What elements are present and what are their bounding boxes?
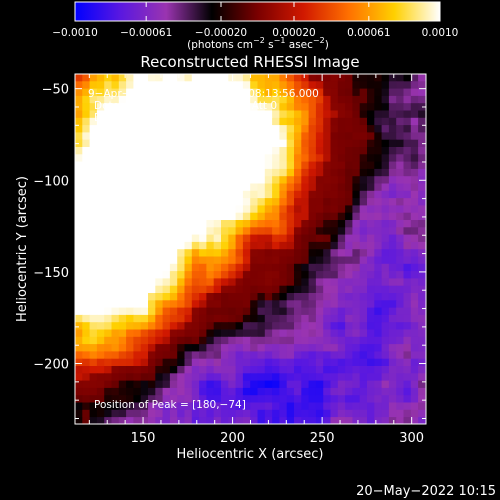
detectors-annotation: Detectors: 3F 5F 6F 7F 8F 9F, Att 0 (94, 100, 277, 112)
x-tick-label: 200 (220, 431, 245, 446)
image-annotations: 9−Apr−2015 08:10:40.000 to 08:13:56.000 … (88, 88, 319, 411)
y-tick-label: −150 (33, 266, 69, 281)
clean-counts-annotation: Clean Total counts: 2.96e+03 (94, 124, 249, 136)
axis-ticks: 150 200 250 300 −200 −150 −100 −50 (33, 74, 426, 446)
colorbar-tick-label: 0.0010 (422, 27, 459, 39)
colorbar-tick-label: −0.00020 (195, 27, 247, 39)
y-tick-label: −200 (33, 358, 69, 373)
y-axis-label: Heliocentric Y (arcsec) (15, 176, 30, 322)
y-tick-label: −50 (42, 83, 69, 98)
y-tick-label: −100 (33, 174, 69, 189)
footer-date: 20−May−2022 10:15 (356, 484, 496, 499)
colorbar: −0.0010 −0.00061 −0.00020 0.00020 0.00061 0.0… (52, 1, 459, 51)
energy-range-annotation: Energy Range: 12.0 − 25.0 keV (94, 112, 260, 124)
colorbar-frame (74, 1, 441, 22)
time-range-annotation: 9−Apr−2015 08:10:40.000 to 08:13:56.000 (88, 88, 319, 100)
peak-position-annotation: Position of Peak = [180,−74] (94, 399, 246, 411)
colorbar-unit-label: (photons cm−2 s−1 asec−2) (187, 36, 329, 51)
chart-title: Reconstructed RHESSI Image (140, 53, 359, 71)
x-axis-label: Heliocentric X (arcsec) (177, 447, 324, 462)
colorbar-gradient (75, 2, 440, 21)
colorbar-tick-label: 0.00061 (347, 27, 390, 39)
colorbar-tick-label: −0.00061 (120, 27, 172, 39)
x-tick-label: 300 (399, 431, 424, 446)
colorbar-tick-label: 0.00020 (272, 27, 315, 39)
colorbar-tick-label: −0.0010 (52, 27, 98, 39)
x-tick-label: 250 (310, 431, 335, 446)
x-tick-label: 150 (131, 431, 156, 446)
